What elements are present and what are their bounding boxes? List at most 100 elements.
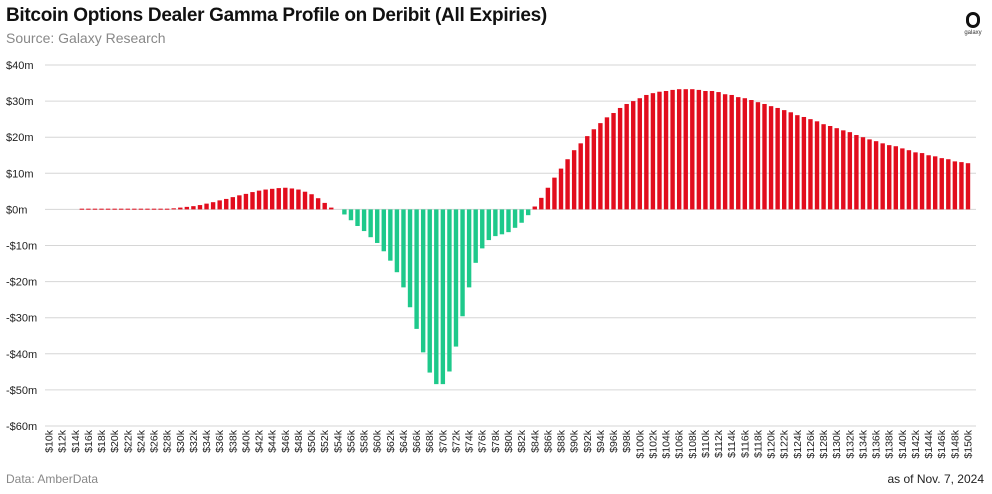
bar-113k (722, 94, 728, 210)
bar-95k (604, 117, 610, 210)
bar-88k (558, 168, 564, 210)
bar-59k (368, 209, 373, 238)
bar-69k (434, 209, 439, 385)
bar-118k (755, 102, 761, 210)
bar-22k (125, 208, 130, 210)
bar-35k (210, 202, 216, 210)
chart-title: Bitcoin Options Dealer Gamma Profile on … (6, 5, 547, 26)
bar-97k (617, 107, 623, 210)
x-tick-label: $70k (437, 429, 449, 453)
bar-32k (191, 206, 196, 210)
bar-99k (631, 101, 636, 210)
y-tick-label: -$50m (6, 385, 37, 397)
bar-65k (407, 209, 413, 308)
x-tick-label: $94k (595, 429, 607, 453)
x-tick-label: $38k (227, 429, 239, 453)
x-tick-label: $22k (122, 429, 134, 453)
y-axis-ticks: $40m $30m $20m $10m $0m -$10m -$20m -$30m -$40m -… (6, 60, 37, 433)
bar-49k (302, 191, 308, 210)
bar-46k (283, 187, 288, 210)
bar-101k (644, 94, 649, 210)
bar-29k (171, 208, 176, 210)
x-tick-label: $48k (293, 429, 305, 453)
bar-112k (716, 92, 721, 210)
bar-63k (394, 209, 400, 273)
bar-43k (263, 189, 268, 210)
bar-140k (900, 148, 905, 210)
bar-77k (486, 209, 492, 241)
bar-64k (401, 209, 406, 288)
bar-137k (880, 143, 885, 210)
x-tick-label: $144k (923, 429, 935, 458)
bar-55k (342, 209, 347, 215)
bar-111k (709, 90, 715, 210)
bar-133k (854, 135, 859, 210)
bar-105k (670, 89, 675, 210)
x-tick-label: $32k (188, 429, 200, 453)
x-axis-ticks: $10k $12k $14k $16k $18k $20k $22k $24k $26k $28k… (44, 429, 975, 458)
x-tick-label: $124k (792, 429, 804, 458)
x-tick-label: $18k (96, 429, 108, 453)
x-tick-label: $64k (398, 429, 410, 453)
bar-148k (952, 161, 958, 210)
bar-128k (821, 124, 826, 210)
y-tick-label: -$20m (6, 277, 37, 289)
bar-24k (138, 208, 144, 210)
x-tick-label: $86k (542, 429, 554, 453)
bar-96k (611, 113, 616, 210)
bar-134k (860, 137, 866, 210)
x-tick-label: $148k (949, 429, 961, 458)
x-tick-label: $110k (700, 429, 712, 458)
bar-61k (381, 209, 386, 252)
x-tick-label: $104k (661, 429, 673, 458)
bar-138k (887, 145, 892, 210)
bar-83k (525, 209, 531, 216)
data-source: Data: AmberData (6, 472, 99, 486)
bar-114k (729, 94, 734, 210)
bar-125k (801, 116, 807, 210)
x-tick-label: $84k (529, 429, 541, 453)
y-tick-label: $10m (6, 168, 34, 180)
bar-110k (703, 90, 708, 210)
bar-124k (795, 115, 800, 210)
grid-lines (45, 64, 976, 427)
y-tick-label: -$60m (6, 421, 37, 433)
x-tick-label: $122k (779, 429, 791, 458)
chart-subtitle: Source: Galaxy Research (6, 30, 166, 46)
bar-121k (775, 107, 780, 210)
bar-93k (591, 129, 597, 210)
bar-78k (493, 209, 498, 237)
x-tick-label: $140k (897, 429, 909, 458)
bar-141k (906, 150, 912, 210)
bar-48k (296, 189, 301, 210)
bar-67k (420, 209, 426, 353)
bar-129k (827, 126, 833, 210)
bar-109k (696, 89, 702, 210)
bar-62k (388, 209, 393, 261)
x-tick-label: $34k (201, 429, 213, 453)
x-tick-label: $114k (726, 429, 738, 458)
y-tick-label: $20m (6, 132, 34, 144)
bar-117k (749, 100, 754, 210)
x-tick-label: $130k (831, 429, 843, 458)
bar-68k (427, 209, 432, 373)
x-tick-label: $14k (70, 429, 82, 453)
x-tick-label: $12k (57, 429, 69, 453)
bar-81k (512, 209, 518, 228)
bar-139k (893, 146, 898, 210)
bar-34k (204, 203, 209, 210)
x-tick-label: $138k (884, 429, 896, 458)
x-tick-label: $56k (345, 429, 357, 453)
x-tick-label: $16k (83, 429, 95, 453)
bar-73k (460, 209, 465, 317)
y-tick-label: $0m (6, 204, 27, 216)
galaxy-logo-text: galaxy (964, 30, 982, 36)
bar-149k (959, 162, 964, 210)
bar-20k (112, 208, 117, 210)
bar-23k (132, 208, 137, 210)
bar-108k (690, 89, 695, 210)
bar-50k (309, 194, 314, 210)
bar-56k (348, 209, 354, 221)
bar-30k (178, 207, 183, 210)
bar-87k (552, 177, 557, 210)
